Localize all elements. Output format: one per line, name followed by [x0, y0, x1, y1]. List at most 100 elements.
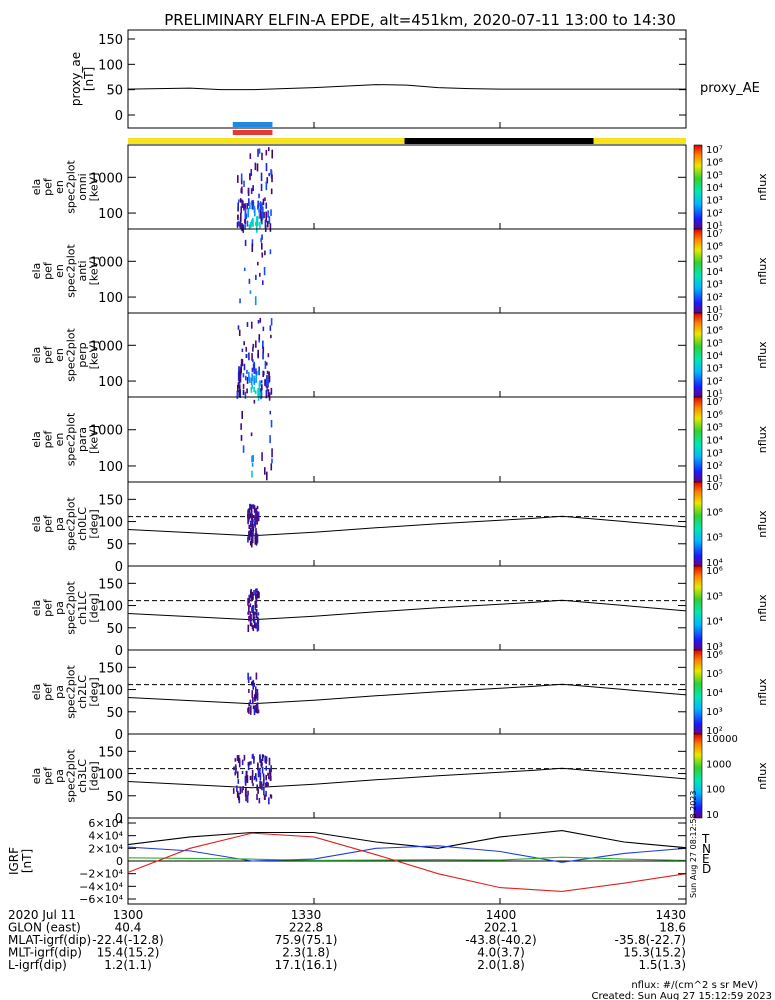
spectrogram-pixel — [240, 206, 243, 214]
colorbar-gradient — [693, 312, 703, 398]
spectrogram-pixel — [256, 535, 258, 543]
ylabel-text: perp — [76, 342, 89, 367]
ylabel-text: pef — [42, 598, 55, 617]
spectrogram-pixel — [256, 793, 258, 801]
ylabel-text: [keV] — [88, 257, 101, 286]
spectrogram-pixel — [255, 274, 257, 280]
ytick-label: 150 — [98, 577, 123, 592]
spectrogram-pixel — [250, 188, 253, 194]
ephemeris-value: 75.9(75.1) — [275, 933, 338, 947]
igrf-legend-D: D — [702, 862, 711, 876]
spectrogram-pixel — [244, 391, 247, 399]
ephemeris-value: 15.3(15.2) — [623, 946, 686, 960]
colorbar-tick-label: 10² — [706, 376, 723, 387]
spectrogram-pixel — [262, 326, 265, 332]
spectrogram-pixel — [259, 272, 261, 277]
ytick-label: 0 — [115, 644, 123, 659]
proxy-ae-line — [127, 84, 686, 91]
spectrogram-pixel — [270, 387, 273, 395]
ylabel-text: en — [53, 180, 66, 194]
spectrogram-pixel — [261, 452, 263, 461]
spectrogram-pixel — [258, 202, 261, 207]
spectrogram-pixel — [260, 203, 262, 211]
spectrogram-pixel — [252, 454, 254, 463]
spectrogram-pixel — [244, 224, 246, 230]
spectrogram-pixel — [253, 775, 256, 781]
colorbar-tick-label: 10⁷ — [706, 313, 723, 324]
spectrogram-pixel — [240, 435, 243, 441]
spectrogram-pixel — [242, 383, 245, 389]
spectrogram-pixel — [246, 376, 249, 384]
colorbar-gradient — [693, 481, 703, 567]
spectrogram-pixel — [261, 341, 264, 347]
spectrogram-pixel — [251, 606, 254, 612]
spectrogram-pixel — [234, 771, 236, 776]
colorbar-tick-label: 10⁵ — [706, 533, 723, 544]
spectrogram-pixel — [240, 364, 242, 369]
colorbar-tick-label: 10⁴ — [706, 688, 723, 699]
ytick-label: 150 — [98, 493, 123, 508]
spectrogram-pixel — [242, 389, 245, 395]
spectrogram-pixel — [250, 386, 253, 393]
spectrogram-pixel — [241, 761, 244, 765]
spectrogram-pixel — [245, 787, 247, 794]
spectrogram-pixel — [260, 380, 263, 384]
ephemeris-row-label: GLON (east) — [8, 921, 81, 935]
ytick-label: −4×10⁴ — [79, 880, 123, 893]
colorbar-tick-label: 10³ — [706, 448, 723, 459]
ylabel-text: ela — [30, 263, 43, 280]
spectrogram-pixel — [258, 381, 261, 391]
spectrogram-pixel — [252, 346, 254, 352]
spectrogram-pixel — [260, 183, 263, 192]
spectrogram-pixel — [258, 592, 260, 599]
local-pitch-angle-line — [127, 599, 687, 621]
proxy-ae-side-label: proxy_AE — [700, 81, 760, 96]
ylabel-text: pef — [42, 177, 55, 196]
spectrogram-pixel — [271, 458, 273, 464]
spectrogram-pixel — [254, 611, 257, 615]
spectrogram-pixel — [255, 778, 258, 782]
ylabel-text: para — [76, 427, 89, 452]
spectrogram-pixel — [248, 702, 250, 707]
spectrogram-pixel — [259, 317, 262, 323]
spectrogram-pixel — [255, 588, 257, 596]
ytick-label: 1000 — [90, 339, 123, 354]
spectrogram-pixel — [265, 774, 267, 781]
ytick-label: 100 — [98, 768, 123, 783]
spectrogram-pixel — [241, 348, 244, 353]
ytick-label: 1000 — [90, 424, 123, 439]
colorbar-title: nflux — [756, 173, 769, 201]
spectrogram-pixel — [248, 198, 250, 207]
sunlight-bar-segment — [593, 138, 686, 144]
colorbar-tick-label: 10⁶ — [706, 326, 723, 337]
spectrogram-pixel — [249, 705, 252, 712]
spectrogram-pixel — [269, 325, 272, 331]
local-pitch-angle-line — [127, 683, 687, 705]
ytick-label: 100 — [98, 460, 123, 475]
spectrogram-pixel — [249, 699, 252, 704]
spectrogram-pixel — [252, 753, 254, 759]
spectrogram-pixel — [249, 153, 252, 159]
spectrogram-pixel — [240, 366, 243, 374]
spectrogram-pixel — [251, 775, 254, 784]
spectrogram-pixel — [251, 769, 254, 777]
colorbars: 10⁷10⁶10⁵10⁴10³10²10¹nflux10⁷10⁶10⁵10⁴10… — [693, 144, 769, 821]
spectrogram-pixel — [252, 343, 255, 348]
panel-frame — [127, 144, 687, 230]
spectrogram-pixel — [248, 531, 250, 540]
footer-created: Created: Sun Aug 27 15:12:59 2023 — [592, 991, 772, 1000]
x-axis-table: 2020 Jul 11 1300 1330 1400 1430 GLON (east) 40… — [8, 122, 687, 972]
spectrogram-pixel — [251, 367, 254, 373]
spectrogram-pixel — [251, 513, 254, 522]
spectrogram-pixel — [255, 612, 258, 619]
spectrogram-pixel — [250, 504, 253, 512]
spectrogram-pixel — [256, 505, 259, 510]
spectrogram-pixel — [255, 604, 258, 608]
ephemeris-value: 2.0(1.8) — [477, 958, 525, 972]
spectrogram-pixel — [254, 693, 257, 699]
spectrogram-pixel — [251, 470, 253, 478]
